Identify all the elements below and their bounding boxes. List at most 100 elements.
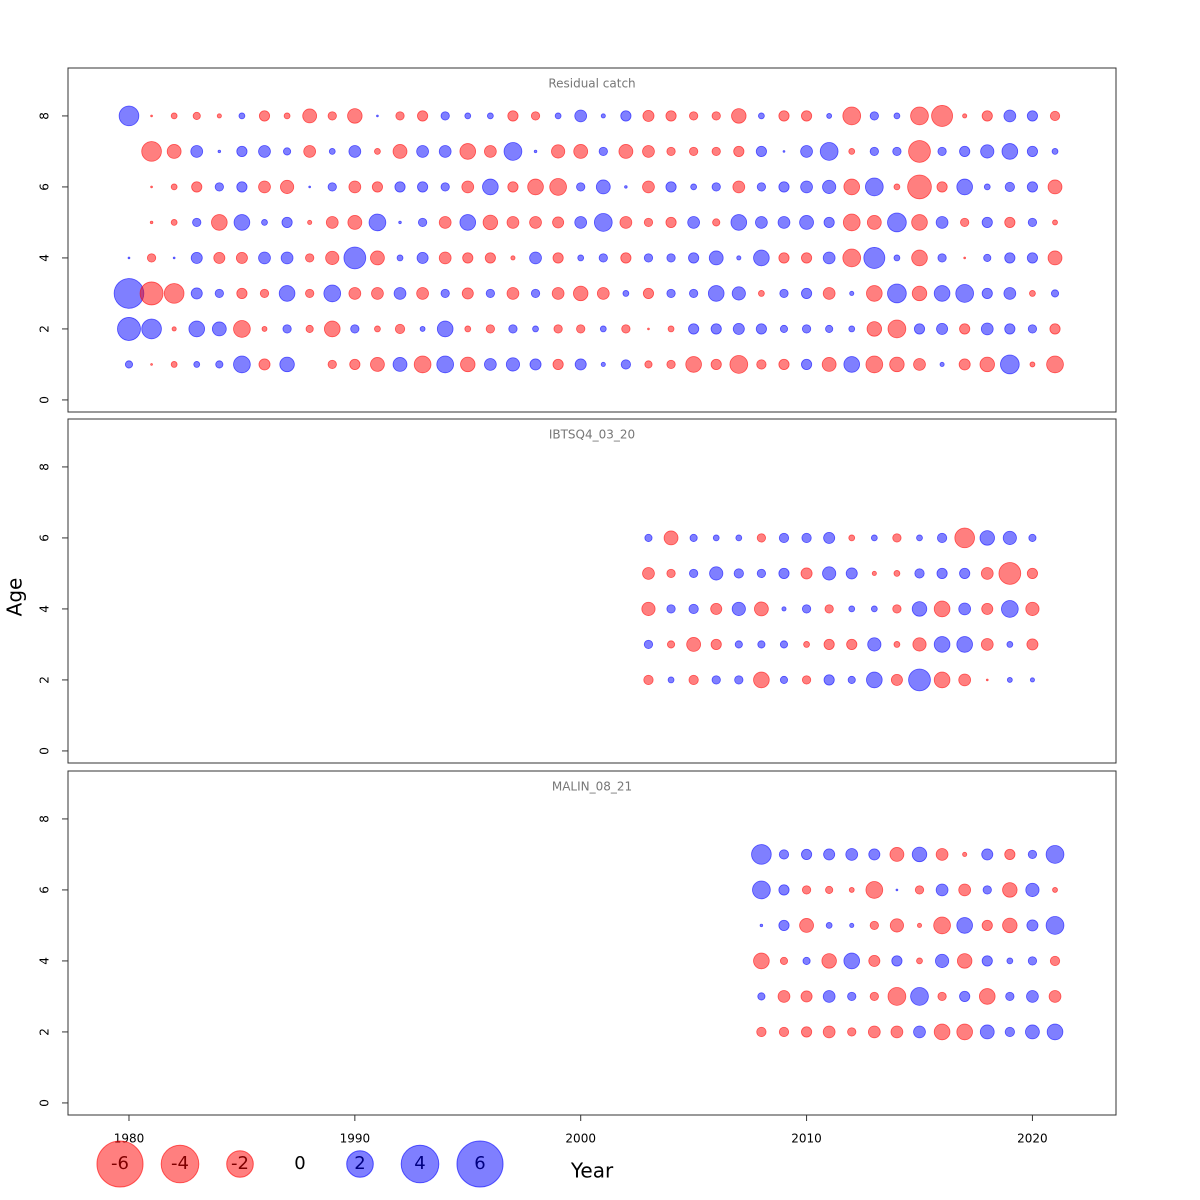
bubble	[641, 601, 656, 616]
bubble	[801, 287, 813, 299]
bubble	[620, 252, 632, 264]
bubble	[1004, 848, 1016, 860]
bubble	[801, 885, 812, 895]
bubble	[374, 148, 381, 155]
bubble	[821, 357, 837, 372]
bubble	[801, 848, 813, 860]
bubble	[893, 570, 901, 577]
bubble	[756, 359, 767, 370]
bubble	[1001, 143, 1019, 160]
bubble	[620, 359, 631, 370]
bubble	[642, 180, 655, 194]
bubble	[419, 326, 426, 332]
bubble	[981, 955, 993, 967]
bubble	[689, 568, 699, 579]
bubble	[848, 148, 856, 155]
bubble	[867, 637, 882, 652]
panel-title: MALIN_08_21	[552, 780, 632, 794]
bubble	[958, 673, 972, 687]
bubble	[113, 278, 145, 309]
bubble	[937, 991, 947, 1002]
bubble	[689, 288, 699, 299]
bubble	[777, 990, 791, 1003]
bubble	[869, 991, 879, 1002]
bubble	[464, 325, 472, 333]
bubble	[931, 105, 953, 127]
bubble	[485, 324, 495, 334]
bubble	[643, 217, 654, 228]
bubble	[887, 319, 907, 339]
bubble	[350, 324, 360, 334]
bubble	[506, 287, 520, 300]
bubble	[732, 180, 746, 194]
bubble	[235, 251, 248, 264]
bubble	[666, 288, 676, 299]
bubble	[933, 285, 951, 302]
bubble	[576, 182, 586, 192]
bubble	[848, 534, 856, 542]
bubble	[985, 678, 989, 682]
bubble	[781, 606, 787, 612]
bubble	[707, 285, 725, 302]
bubble	[753, 249, 770, 267]
bubble	[573, 285, 589, 302]
bubble	[866, 215, 882, 230]
bubble	[935, 216, 949, 229]
bubble	[753, 952, 770, 970]
bubble	[371, 181, 383, 193]
bubble	[980, 638, 994, 651]
bubble	[665, 110, 677, 122]
bubble	[258, 358, 271, 371]
bubble	[801, 110, 813, 122]
bubble	[848, 325, 856, 333]
bubble	[552, 358, 564, 370]
bubble	[688, 323, 700, 335]
bubble	[667, 325, 675, 333]
bubble	[755, 145, 767, 157]
bubble	[867, 1025, 881, 1039]
bubble	[647, 327, 650, 331]
bubble	[847, 1027, 857, 1037]
bubble	[710, 602, 723, 615]
bubble	[826, 113, 833, 119]
bubble	[1026, 181, 1038, 193]
bubble	[935, 883, 949, 897]
bubble	[398, 220, 402, 225]
bubble	[1002, 917, 1018, 934]
bubble	[686, 637, 702, 652]
bubble	[822, 990, 836, 1003]
bubble	[484, 358, 497, 371]
bubble	[778, 358, 790, 370]
bubble	[893, 641, 901, 648]
bubble	[866, 671, 883, 689]
bubble	[799, 215, 814, 230]
bubble	[1051, 148, 1059, 155]
bubble	[889, 918, 904, 933]
bubble	[848, 887, 855, 893]
bubble	[980, 567, 994, 580]
bubble	[732, 322, 745, 335]
bubble	[549, 178, 567, 196]
panel-title: Residual catch	[548, 77, 635, 91]
bubble	[733, 145, 745, 157]
bubble	[622, 290, 630, 297]
bubble	[801, 604, 812, 614]
bubble	[978, 988, 996, 1005]
bubble	[392, 144, 408, 159]
bubble	[979, 530, 995, 546]
bubble	[756, 533, 767, 543]
bubble	[619, 216, 633, 229]
bubble	[758, 112, 765, 120]
bubble	[1027, 849, 1038, 860]
bubble	[916, 922, 923, 928]
bubble	[778, 532, 790, 544]
bubble	[395, 111, 405, 121]
legend-label: 6	[474, 1153, 485, 1174]
bubble	[914, 885, 925, 895]
bubble	[643, 639, 654, 650]
bubble	[710, 323, 722, 335]
bubble	[1026, 145, 1038, 157]
bubble	[191, 181, 203, 193]
bubble	[666, 253, 676, 263]
bubble	[665, 181, 677, 193]
